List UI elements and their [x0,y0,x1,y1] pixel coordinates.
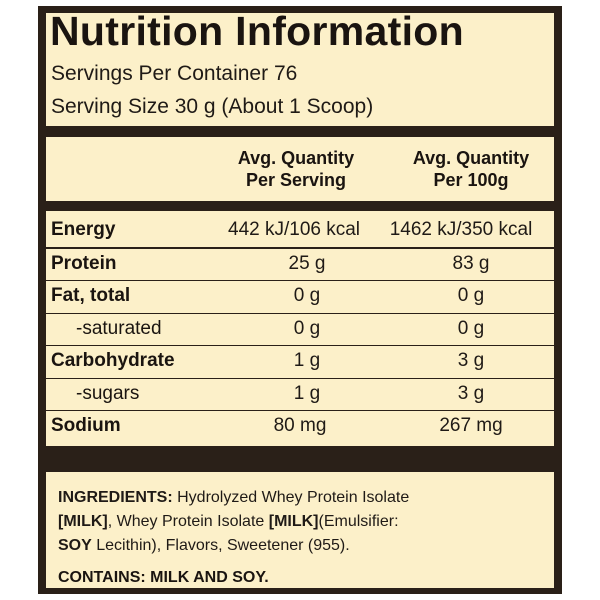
value-per-100g: 83 g [452,253,490,274]
nutrient-name: Fat, total [51,285,131,306]
label-title: Nutrition Information [50,8,464,54]
nutrient-name: -sugars [76,383,140,404]
serving-size: Serving Size 30 g (About 1 Scoop) [51,95,374,118]
header-divider [46,126,554,137]
nutrient-row-sodium: Sodium 80 mg 267 mg [46,410,554,443]
nutrition-panel [46,13,554,446]
row-divider [46,280,554,281]
nutrient-name: -saturated [76,318,162,339]
value-per-serving: 0 g [293,285,321,306]
value-per-serving: 1 g [293,383,321,404]
value-per-serving: 1 g [293,350,321,371]
allergen-soy: SOY [58,537,92,554]
allergen-milk: [MILK] [268,513,319,530]
nutrient-name: Protein [51,253,117,274]
row-divider [46,378,554,379]
row-divider [46,313,554,314]
value-per-100g: 267 mg [439,415,503,436]
row-divider [46,410,554,411]
value-per-serving: 442 kJ/106 kcal [228,219,361,240]
nutrient-name: Energy [51,219,116,240]
ingredients-heading: INGREDIENTS: [58,489,173,506]
value-per-100g: 3 g [457,383,485,404]
table-top-divider [46,201,554,211]
column-header-per-100g: Avg. Quantity Per 100g [412,148,530,190]
value-per-serving: 25 g [288,253,326,274]
column-header-per-serving: Avg. Quantity Per Serving [237,148,355,190]
row-divider [46,345,554,346]
nutrient-row-protein: Protein 25 g 83 g [46,248,554,281]
value-per-100g: 0 g [457,285,485,306]
nutrient-row-saturated: -saturated 0 g 0 g [46,313,554,346]
ingredients-panel [46,472,554,588]
value-per-100g: 3 g [457,350,485,371]
value-per-100g: 1462 kJ/350 kcal [389,219,533,240]
servings-per-container: Servings Per Container 76 [51,62,298,85]
row-divider [46,247,554,249]
nutrient-name: Carbohydrate [51,350,175,371]
allergen-milk: [MILK] [58,513,108,530]
nutrient-row-carbohydrate: Carbohydrate 1 g 3 g [46,345,554,378]
value-per-100g: 0 g [457,318,485,339]
nutrient-name: Sodium [51,415,121,436]
nutrient-row-energy: Energy 442 kJ/106 kcal 1462 kJ/350 kcal [46,214,554,247]
nutrient-row-sugars: -sugars 1 g 3 g [46,378,554,411]
ingredients-text: INGREDIENTS: Hydrolyzed Whey Protein Iso… [58,489,410,554]
value-per-serving: 0 g [293,318,321,339]
value-per-serving: 80 mg [273,415,327,436]
nutrient-row-fat-total: Fat, total 0 g 0 g [46,280,554,313]
allergen-statement: CONTAINS: MILK AND SOY. [58,569,269,586]
